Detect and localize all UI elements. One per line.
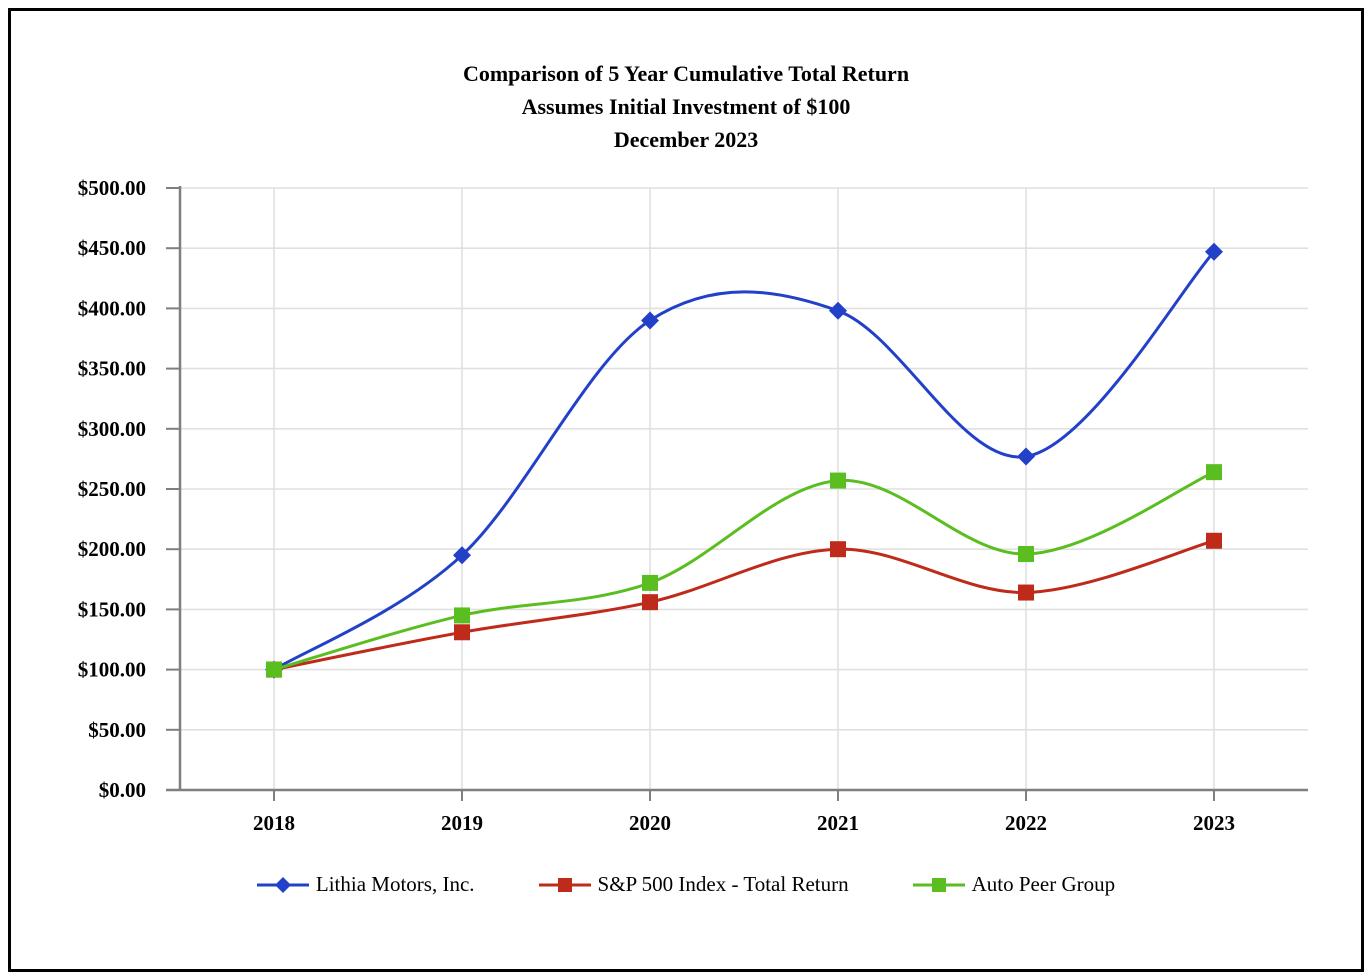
- series-line-1: [272, 539, 1216, 672]
- x-tick-label: 2021: [817, 811, 859, 835]
- y-tick-label: $450.00: [78, 236, 146, 260]
- y-tick-label: $50.00: [88, 718, 146, 742]
- x-tick-label: 2020: [629, 811, 671, 835]
- legend-label: Auto Peer Group: [971, 872, 1116, 896]
- y-tick-label: $400.00: [78, 296, 146, 320]
- data-point-square: [1018, 546, 1034, 563]
- legend-marker-square-icon: [538, 877, 591, 892]
- legend-item-lithia-motors: Lithia Motors, Inc.: [256, 872, 475, 897]
- x-tick-label: 2019: [441, 811, 483, 835]
- data-point-square: [642, 594, 658, 611]
- data-point-square: [830, 541, 846, 558]
- data-point-square: [266, 661, 282, 678]
- y-tick-label: $300.00: [78, 417, 146, 441]
- data-point-diamond: [829, 301, 847, 320]
- legend-marker-diamond-icon: [256, 876, 309, 893]
- y-tick-label: $150.00: [78, 597, 146, 621]
- data-point-square: [830, 472, 846, 489]
- legend-marker-square-icon: [912, 877, 965, 892]
- legend-label: S&P 500 Index - Total Return: [597, 872, 849, 896]
- chart-title-line-3: December 2023: [613, 127, 759, 152]
- chart-title-line-2: Assumes Initial Investment of $100: [521, 94, 851, 119]
- legend-item-sp500-total-return: S&P 500 Index - Total Return: [538, 872, 849, 897]
- legend-item-auto-peer-group: Auto Peer Group: [912, 872, 1116, 897]
- data-point-square: [454, 624, 470, 641]
- x-tick-label: 2018: [253, 811, 295, 835]
- data-point-square: [1206, 464, 1222, 481]
- y-tick-label: $100.00: [78, 658, 146, 682]
- y-tick-label: $0.00: [99, 778, 146, 802]
- x-tick-label: 2022: [1005, 811, 1047, 835]
- x-tick-label: 2023: [1193, 811, 1235, 835]
- series-line-2: [272, 470, 1216, 672]
- data-point-diamond: [453, 546, 471, 565]
- y-tick-label: $350.00: [78, 357, 146, 381]
- y-tick-label: $200.00: [78, 537, 146, 561]
- y-tick-label: $250.00: [78, 477, 146, 501]
- data-point-diamond: [1205, 242, 1223, 261]
- chart-title: Comparison of 5 Year Cumulative Total Re…: [0, 57, 1372, 156]
- data-point-square: [1206, 532, 1222, 549]
- data-point-square: [642, 574, 658, 591]
- data-point-square: [454, 607, 470, 624]
- series-line-0: [272, 250, 1216, 672]
- legend-label: Lithia Motors, Inc.: [315, 872, 475, 896]
- data-point-diamond: [1017, 447, 1035, 466]
- data-point-diamond: [641, 311, 659, 330]
- y-tick-label: $500.00: [78, 176, 146, 200]
- data-point-square: [1018, 584, 1034, 601]
- chart-title-line-1: Comparison of 5 Year Cumulative Total Re…: [462, 61, 910, 86]
- chart-legend: Lithia Motors, Inc. S&P 500 Index - Tota…: [0, 872, 1372, 897]
